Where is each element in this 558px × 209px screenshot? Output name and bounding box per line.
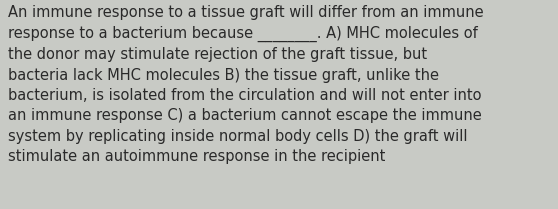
Text: An immune response to a tissue graft will differ from an immune
response to a ba: An immune response to a tissue graft wil… [8, 5, 484, 164]
